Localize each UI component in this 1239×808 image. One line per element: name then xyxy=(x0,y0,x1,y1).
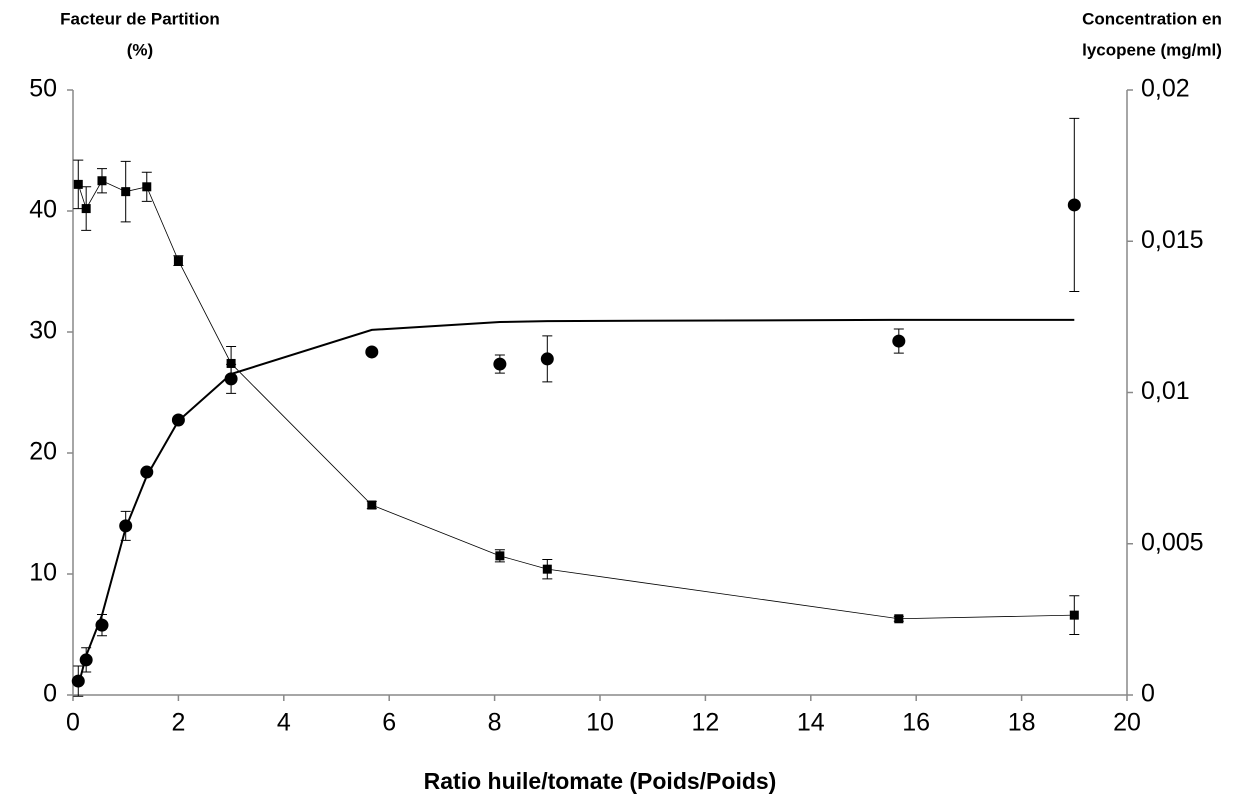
x-tick-label: 18 xyxy=(1008,709,1036,737)
data-point xyxy=(1067,198,1081,212)
y2-axis-title: Concentration en xyxy=(1082,9,1222,28)
x-tick-label: 8 xyxy=(488,709,502,737)
y-tick-label: 50 xyxy=(29,75,57,103)
y2-tick-label: 0,02 xyxy=(1141,75,1190,103)
data-point xyxy=(79,653,93,667)
data-point xyxy=(367,500,377,510)
x-tick-label: 14 xyxy=(797,709,825,737)
y2-tick-label: 0,005 xyxy=(1141,528,1204,556)
x-tick-label: 2 xyxy=(171,709,185,737)
data-point xyxy=(540,352,554,366)
y2-axis-title: lycopene (mg/ml) xyxy=(1082,40,1222,59)
x-tick-label: 0 xyxy=(66,709,80,737)
y2-tick-label: 0 xyxy=(1141,680,1155,708)
y2-tick-label: 0,01 xyxy=(1141,377,1190,405)
y2-tick-label: 0,015 xyxy=(1141,226,1204,254)
y-axis-title: Facteur de Partition xyxy=(60,9,220,28)
x-axis-title: Ratio huile/tomate (Poids/Poids) xyxy=(424,768,777,794)
series-line xyxy=(77,318,1075,687)
data-point xyxy=(493,357,507,371)
x-tick-label: 12 xyxy=(691,709,719,737)
y-tick-label: 10 xyxy=(29,559,57,587)
data-point xyxy=(142,182,152,192)
y-axis-title: (%) xyxy=(127,40,153,59)
data-point xyxy=(1069,610,1079,620)
y-tick-label: 20 xyxy=(29,438,57,466)
series-line xyxy=(77,180,1075,620)
y-tick-label: 40 xyxy=(29,196,57,224)
data-point xyxy=(81,204,91,214)
data-point xyxy=(71,674,85,688)
x-tick-label: 4 xyxy=(277,709,291,737)
data-point xyxy=(226,358,236,368)
data-point xyxy=(542,564,552,574)
data-point xyxy=(97,176,107,186)
x-tick-label: 10 xyxy=(586,709,614,737)
x-tick-label: 16 xyxy=(902,709,930,737)
data-point xyxy=(365,345,379,359)
data-point xyxy=(121,187,131,197)
data-point xyxy=(173,256,183,266)
data-point xyxy=(73,179,83,189)
y-tick-label: 30 xyxy=(29,317,57,345)
x-tick-label: 6 xyxy=(382,709,396,737)
y-tick-label: 0 xyxy=(43,680,57,708)
data-point xyxy=(892,334,906,348)
data-point xyxy=(894,614,904,624)
data-point xyxy=(495,551,505,561)
x-tick-label: 20 xyxy=(1113,709,1141,737)
